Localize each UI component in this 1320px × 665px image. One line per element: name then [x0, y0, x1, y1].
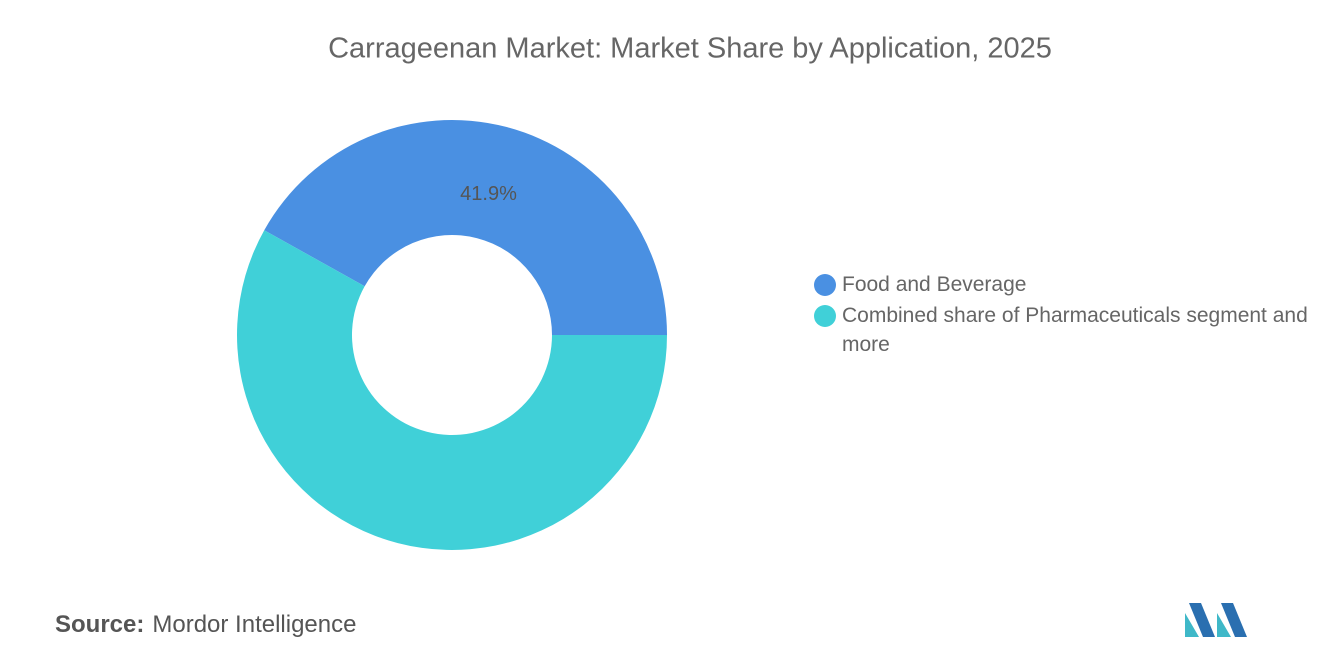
donut-segment	[264, 119, 667, 335]
legend-item: Combined share of Pharmaceuticals segmen…	[814, 301, 1314, 359]
legend-marker	[814, 274, 836, 296]
footer: Source: Mordor Intelligence	[55, 611, 356, 639]
source: Mordor Intelligence	[152, 611, 357, 638]
legend-label: Combined share of Pharmaceuticals segmen…	[842, 304, 1308, 356]
legend-marker	[814, 305, 836, 327]
legend-label: Food and Beverage	[842, 273, 1027, 296]
source-label: Source:	[55, 611, 145, 638]
legend-item: Food and Beverage	[814, 270, 1314, 299]
legend: Food and Beverage Combined share of Pharm…	[814, 270, 1314, 361]
donut-segment	[237, 230, 668, 550]
logo	[1185, 603, 1247, 637]
chart-title: Carrageenan Market: Market Share by Appl…	[328, 33, 1052, 65]
data-label: 41.9%	[460, 183, 517, 205]
